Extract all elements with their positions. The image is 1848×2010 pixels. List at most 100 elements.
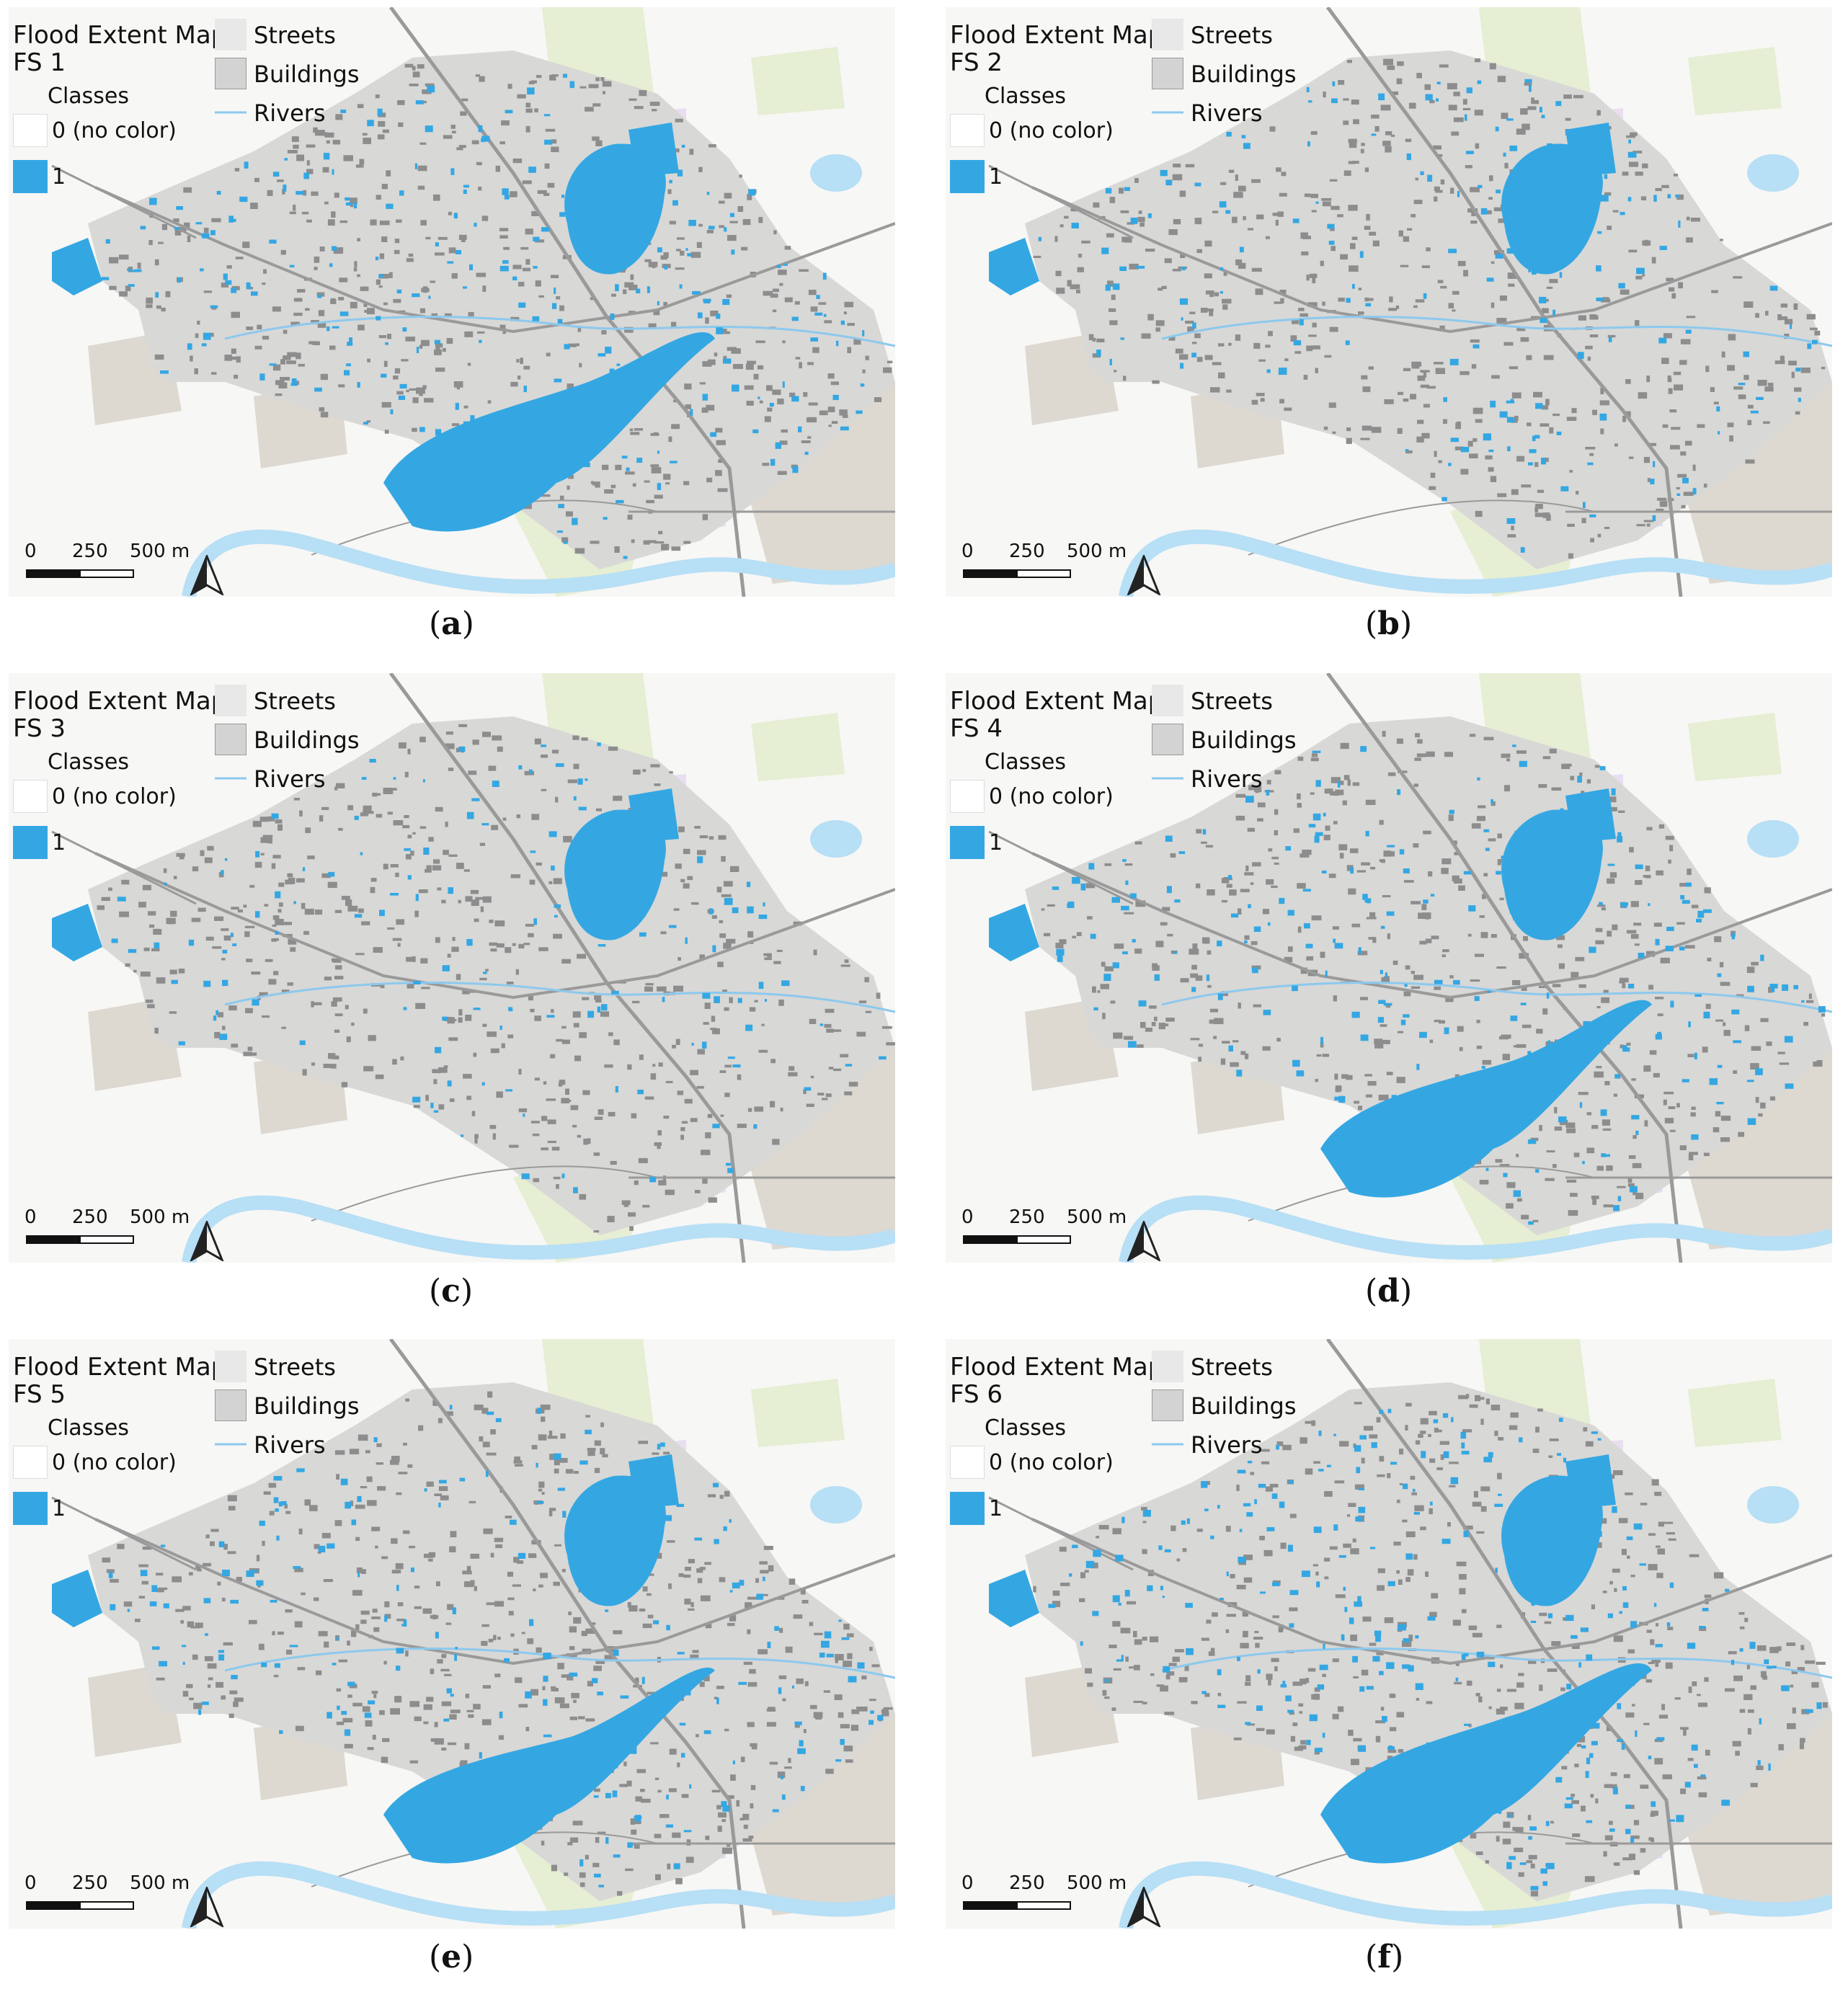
flooded-cell [1678, 221, 1681, 228]
building [1596, 1066, 1602, 1069]
flooded-cell [1519, 1437, 1523, 1443]
road [51, 164, 197, 239]
flooded-cell [1541, 1485, 1545, 1490]
flooded-cell [722, 298, 730, 306]
building [1385, 131, 1392, 135]
flooded-cell [1379, 1410, 1384, 1414]
building [447, 953, 451, 958]
flooded-cell [1239, 1529, 1243, 1532]
building [1479, 915, 1485, 918]
building [471, 140, 479, 145]
building [1399, 1449, 1404, 1455]
building [208, 1677, 213, 1681]
building [1352, 782, 1360, 786]
building [1777, 314, 1782, 321]
streets-layer [988, 7, 1832, 597]
building [690, 902, 699, 905]
building [263, 269, 267, 274]
flooded-cell [187, 343, 192, 350]
building [1625, 1712, 1635, 1718]
building [628, 808, 632, 811]
flooded-cell [1405, 449, 1409, 452]
building [883, 367, 892, 373]
building [1334, 1480, 1345, 1484]
flooded-cell [1354, 1445, 1361, 1452]
flooded-cell [1631, 1115, 1640, 1120]
building [1649, 1050, 1657, 1055]
building [1380, 859, 1385, 863]
building [486, 1602, 497, 1606]
flooded-cell [347, 342, 353, 346]
flooded-cell [601, 1004, 608, 1011]
building [228, 1506, 236, 1511]
building [789, 392, 796, 397]
flooded-cell [458, 747, 466, 752]
flooded-cell [1487, 990, 1491, 993]
building [1078, 254, 1083, 258]
building [842, 414, 848, 418]
flooded-area [52, 238, 102, 295]
building [440, 1495, 449, 1500]
flooded-cell [739, 1580, 745, 1586]
flooded-cell [1655, 938, 1660, 946]
flooded-cell [1676, 493, 1681, 496]
building [1142, 1549, 1147, 1555]
building [1410, 1475, 1416, 1480]
building [517, 94, 526, 99]
flooded-cell [724, 897, 733, 905]
flooded-cell [1315, 832, 1323, 836]
building [1546, 515, 1551, 521]
legend-class1-label: 1 [52, 164, 66, 190]
flooded-cell [344, 1729, 351, 1736]
flooded-cell [1503, 152, 1506, 157]
legend-classes-label: Classes [985, 1415, 1067, 1441]
building [207, 1663, 217, 1669]
flooded-cell [1801, 1000, 1805, 1003]
building [169, 1011, 177, 1014]
building [1687, 1054, 1694, 1057]
building [1489, 175, 1493, 182]
flooded-cell [666, 1624, 670, 1631]
building [1308, 334, 1317, 337]
building [1164, 258, 1172, 264]
flooded-cell [1483, 829, 1490, 832]
flooded-cell [691, 1042, 694, 1046]
building [1238, 908, 1242, 915]
building [778, 1000, 784, 1006]
building [1509, 366, 1519, 370]
building [1209, 1019, 1217, 1024]
flooded-cell [443, 1718, 450, 1722]
flooded-cell [1620, 212, 1625, 215]
building [1651, 257, 1656, 264]
building [1371, 427, 1382, 433]
building [412, 832, 416, 835]
flooded-cell [769, 403, 774, 407]
building [810, 1704, 817, 1709]
building [414, 1606, 422, 1609]
building [424, 398, 434, 403]
building [445, 731, 453, 735]
building [101, 897, 110, 901]
building [1348, 161, 1356, 164]
building [390, 1459, 399, 1465]
flooded-cell [679, 284, 683, 289]
building [1173, 164, 1181, 168]
flooded-cell [1121, 1655, 1124, 1662]
building [1361, 143, 1365, 146]
flooded-cell [1289, 1590, 1299, 1596]
building [1758, 1113, 1763, 1117]
building [861, 1675, 867, 1680]
building [1107, 280, 1114, 287]
building [1658, 1521, 1664, 1527]
building [328, 1053, 336, 1059]
building [1795, 411, 1800, 415]
building [1626, 930, 1637, 934]
flood-map [988, 1339, 1832, 1929]
building [569, 1626, 577, 1633]
building [197, 1568, 202, 1572]
building [490, 1048, 499, 1054]
pond [1747, 820, 1799, 858]
building [501, 1043, 505, 1049]
building [1769, 1647, 1779, 1653]
flooded-cell [1316, 1581, 1320, 1588]
